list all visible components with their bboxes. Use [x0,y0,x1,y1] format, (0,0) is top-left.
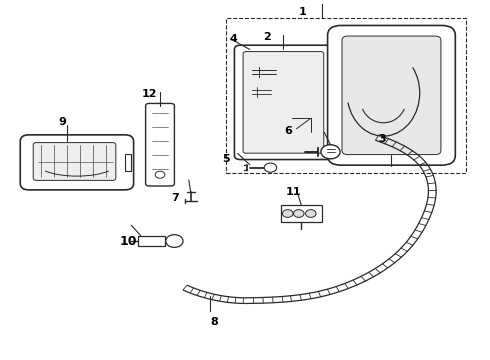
Text: 11: 11 [285,187,301,197]
Circle shape [264,163,277,172]
Bar [138,236,165,246]
Text: 4: 4 [229,34,237,44]
Text: 2: 2 [263,32,270,42]
Text: 8: 8 [210,317,218,327]
FancyBboxPatch shape [234,45,332,159]
Circle shape [155,171,165,178]
FancyBboxPatch shape [146,103,174,186]
Bar [226,18,466,173]
Bar [125,154,131,171]
Circle shape [282,210,293,217]
Circle shape [305,210,316,217]
FancyBboxPatch shape [33,143,116,180]
Text: 3: 3 [378,134,386,144]
Text: 5: 5 [222,154,230,164]
Text: 7: 7 [172,193,179,203]
FancyBboxPatch shape [342,36,441,154]
Text: 10: 10 [120,235,138,248]
FancyBboxPatch shape [328,26,455,165]
Circle shape [294,210,304,217]
Text: 1: 1 [299,8,307,17]
FancyBboxPatch shape [243,51,324,153]
Text: 9: 9 [59,117,67,127]
Circle shape [321,145,340,159]
Bar [281,205,322,222]
Text: 6: 6 [284,126,292,136]
Circle shape [166,235,183,247]
Text: 12: 12 [141,89,157,99]
FancyBboxPatch shape [20,135,134,190]
